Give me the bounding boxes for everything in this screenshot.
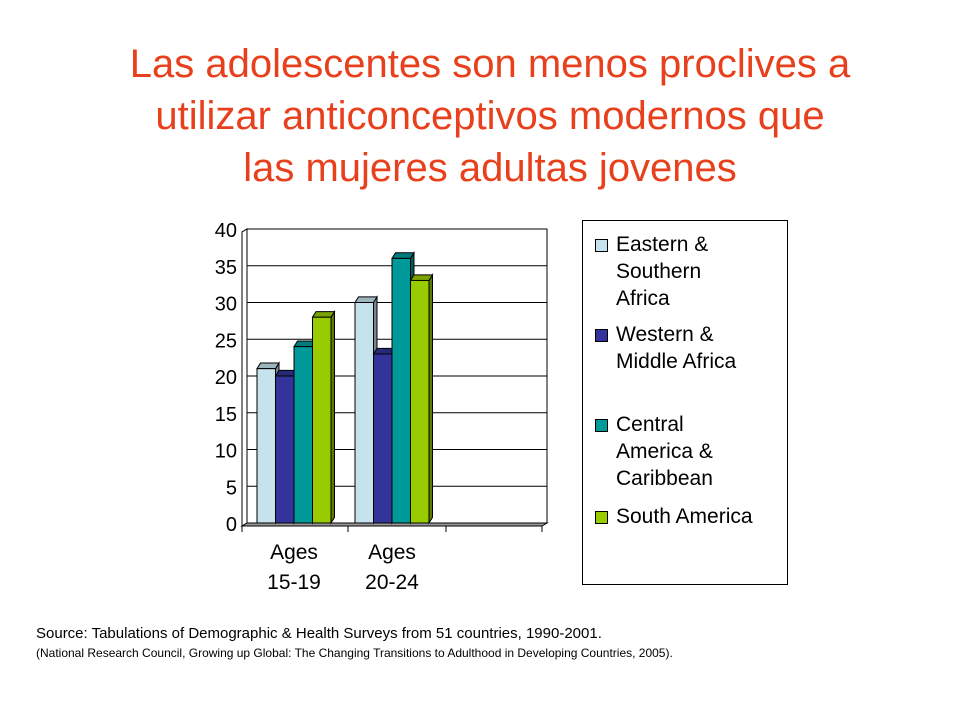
legend-item-central-america-caribbean: Central America & Caribbean [595,411,792,492]
y-tick-label: 40 [215,220,237,242]
y-tick-label: 35 [215,257,237,279]
bar-chart: 0 5 10 15 20 25 30 35 40 Ages 15-19 Ages 20-24 [215,220,549,594]
title-line-2: utilizar anticonceptivos modernos que [155,94,825,138]
page-title: Las adolescentes son menos proclives a u… [20,38,960,194]
bar-top [391,252,415,259]
bar [293,346,313,524]
legend-item-western-middle-africa: Western & Middle Africa [595,321,792,375]
y-tick-label: 30 [215,294,237,316]
legend-label: Central America & Caribbean [616,413,713,490]
bar [410,279,430,524]
title-line-3: las mujeres adultas jovenes [243,146,737,190]
legend-label: Western & Middle Africa [616,323,737,373]
title-line-1: Las adolescentes son menos proclives a [129,42,851,86]
y-tick-label: 25 [215,330,237,352]
x-tick-label: Ages [368,541,416,564]
y-tick-label: 20 [215,367,237,389]
bar-side [428,273,433,525]
bar [354,302,374,524]
legend-item-eastern-southern-africa: Eastern & Southern Africa [595,231,792,312]
chart-legend: Eastern & Southern Africa Western & Midd… [582,220,788,585]
bar [373,353,393,524]
bar [256,368,276,524]
legend-swatch [595,329,608,342]
x-tick-label: 15-19 [267,571,321,594]
plot-floor [240,522,549,527]
y-tick-label: 10 [215,441,237,463]
bar [312,316,332,524]
bar [275,375,295,524]
bar-top [256,362,280,370]
bar-top [409,274,434,281]
y-tick-label: 0 [226,514,237,536]
y-tick-label: 5 [226,477,237,499]
source-line-2: (National Research Council, Growing up G… [36,646,673,660]
legend-swatch [595,419,608,432]
plot-side-wall [241,228,248,527]
bar [391,257,411,524]
y-tick-label: 15 [215,404,237,426]
legend-label: South America [616,505,753,528]
bar-top [354,296,378,303]
x-tick-label: 20-24 [365,571,419,594]
source-note: Source: Tabulations of Demographic & Hea… [36,624,673,662]
legend-swatch [595,511,608,524]
legend-item-south-america: South America [595,503,792,530]
bar-side [330,309,335,525]
legend-label: Eastern & Southern Africa [616,233,709,310]
x-tick-label: Ages [270,541,318,564]
bar-top [311,311,336,318]
source-line-1: Source: Tabulations of Demographic & Hea… [36,625,602,642]
legend-swatch [595,239,608,252]
